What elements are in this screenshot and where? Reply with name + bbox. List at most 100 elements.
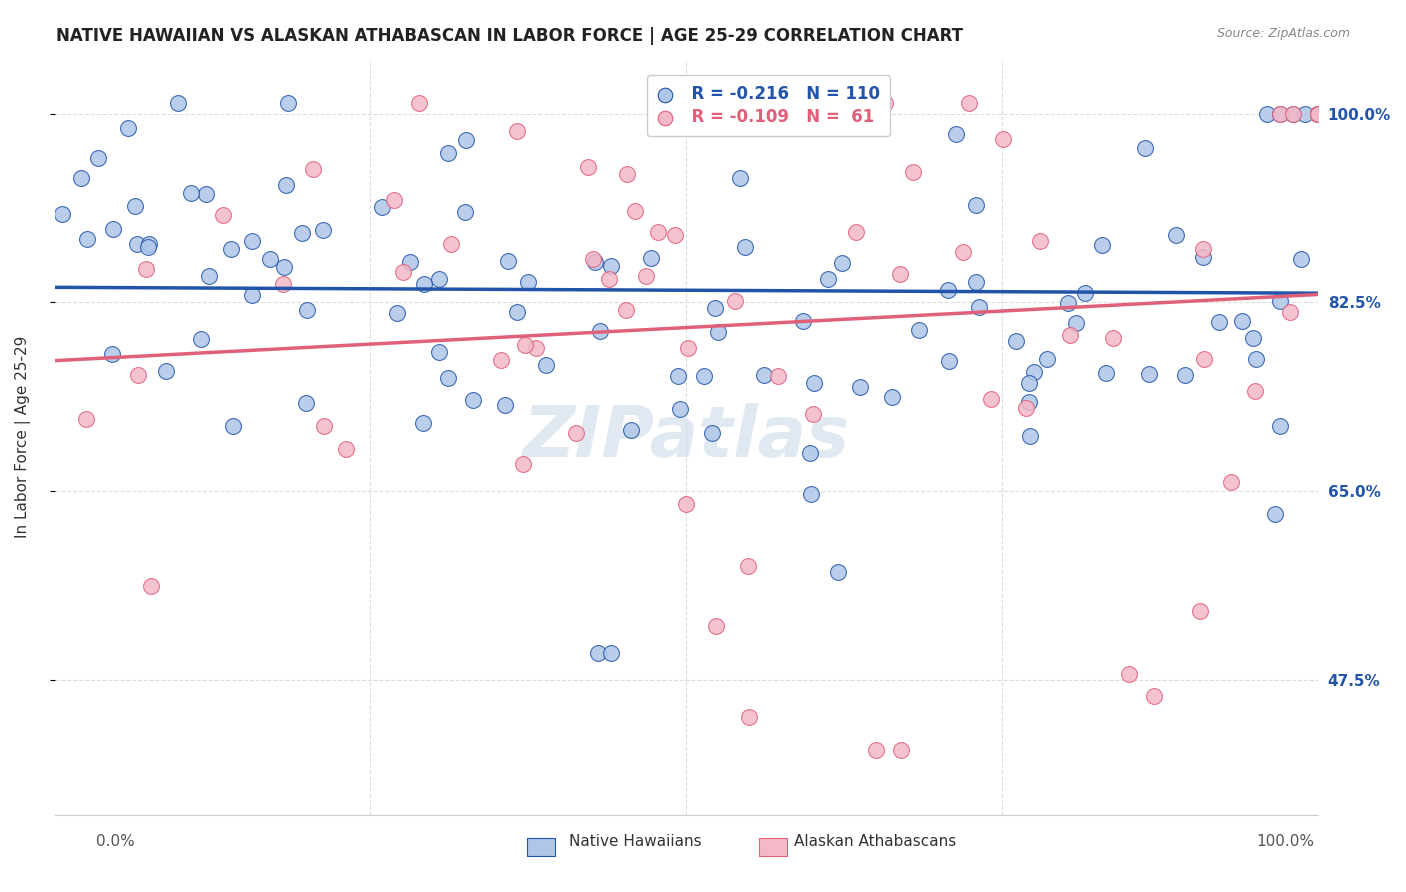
Point	[676, 341, 699, 355]
Point	[938, 354, 960, 368]
Point	[1306, 106, 1329, 120]
Point	[1004, 334, 1026, 348]
Point	[277, 95, 299, 110]
Point	[730, 171, 752, 186]
Point	[799, 446, 821, 460]
Point	[1230, 313, 1253, 327]
Point	[136, 240, 159, 254]
Point	[103, 221, 125, 235]
Point	[259, 252, 281, 266]
Point	[127, 368, 149, 383]
Point	[440, 237, 463, 252]
Point	[1035, 352, 1057, 367]
Point	[1015, 401, 1038, 416]
Point	[1306, 106, 1329, 120]
Point	[890, 743, 912, 757]
Point	[212, 208, 235, 222]
Point	[429, 272, 451, 286]
Point	[800, 487, 823, 501]
Point	[1137, 367, 1160, 381]
Point	[634, 268, 657, 283]
Point	[69, 171, 91, 186]
Point	[901, 165, 924, 179]
Point	[738, 710, 761, 724]
Point	[138, 237, 160, 252]
Point	[198, 268, 221, 283]
Point	[294, 396, 316, 410]
Point	[614, 303, 637, 318]
Point	[849, 379, 872, 393]
Point	[1306, 106, 1329, 120]
Point	[704, 619, 727, 633]
Point	[427, 344, 450, 359]
Point	[640, 251, 662, 265]
Point	[291, 226, 314, 240]
Point	[811, 120, 834, 135]
Point	[792, 314, 814, 328]
Point	[1306, 106, 1329, 120]
Point	[436, 371, 458, 385]
Point	[512, 458, 534, 472]
Point	[1018, 376, 1040, 390]
Point	[1102, 331, 1125, 345]
Point	[167, 95, 190, 110]
Point	[1306, 106, 1329, 120]
Point	[1241, 331, 1264, 345]
Point	[700, 426, 723, 441]
Point	[1118, 667, 1140, 681]
Point	[616, 167, 638, 181]
Point	[908, 323, 931, 337]
Point	[454, 133, 477, 147]
Y-axis label: In Labor Force | Age 25-29: In Labor Force | Age 25-29	[15, 336, 31, 538]
Point	[1064, 316, 1087, 330]
Point	[1220, 475, 1243, 490]
Point	[817, 272, 839, 286]
Point	[766, 368, 789, 383]
Point	[991, 132, 1014, 146]
Point	[1306, 106, 1329, 120]
Point	[1306, 106, 1329, 120]
Point	[1095, 366, 1118, 380]
Point	[1306, 106, 1329, 120]
Point	[1019, 428, 1042, 442]
Point	[1244, 352, 1267, 367]
Point	[669, 402, 692, 417]
Point	[1192, 250, 1215, 264]
Point	[965, 276, 987, 290]
Point	[647, 225, 669, 239]
Point	[1306, 106, 1329, 120]
Point	[803, 376, 825, 390]
Legend:   R = -0.216   N = 110,   R = -0.109   N =  61: R = -0.216 N = 110, R = -0.109 N = 61	[647, 76, 890, 136]
Point	[1164, 228, 1187, 243]
Point	[240, 288, 263, 302]
Point	[335, 442, 357, 457]
Point	[1279, 305, 1302, 319]
Point	[513, 338, 536, 352]
Point	[565, 426, 588, 441]
Point	[693, 369, 716, 384]
Point	[506, 304, 529, 318]
Point	[124, 199, 146, 213]
Point	[965, 198, 987, 212]
Point	[880, 390, 903, 404]
Point	[599, 646, 621, 660]
Point	[461, 392, 484, 407]
Point	[582, 252, 605, 266]
Point	[1133, 141, 1156, 155]
Point	[506, 124, 529, 138]
Text: 0.0%: 0.0%	[96, 834, 135, 848]
Point	[1244, 384, 1267, 398]
Point	[302, 162, 325, 177]
Point	[865, 743, 887, 757]
Point	[1264, 507, 1286, 521]
Point	[1143, 689, 1166, 703]
Point	[1059, 327, 1081, 342]
Point	[1268, 106, 1291, 120]
Point	[889, 268, 911, 282]
Point	[1281, 106, 1303, 120]
Point	[668, 368, 690, 383]
Point	[314, 418, 336, 433]
Point	[945, 128, 967, 142]
Point	[190, 333, 212, 347]
Point	[1018, 395, 1040, 409]
